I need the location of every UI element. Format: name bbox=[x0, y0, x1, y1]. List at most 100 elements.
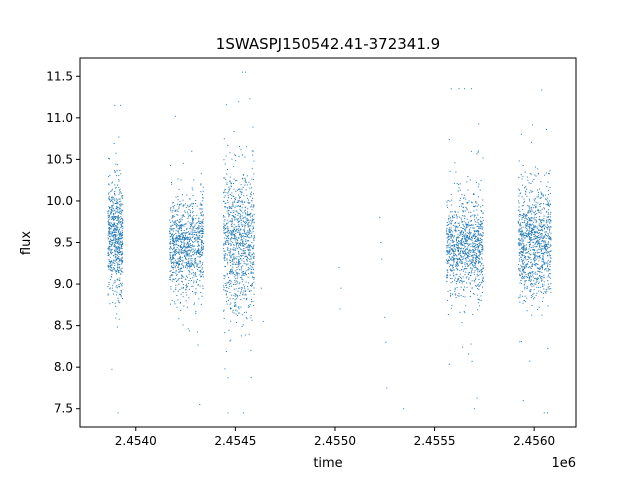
data-point bbox=[475, 260, 477, 262]
data-point bbox=[450, 237, 452, 239]
data-point bbox=[528, 232, 530, 234]
data-point bbox=[200, 272, 202, 274]
data-point bbox=[519, 240, 521, 242]
data-point bbox=[476, 268, 478, 270]
data-point bbox=[239, 220, 241, 222]
data-point bbox=[471, 220, 473, 222]
data-point bbox=[202, 242, 204, 244]
data-point bbox=[202, 221, 204, 223]
data-point bbox=[517, 209, 519, 211]
data-point bbox=[454, 293, 456, 295]
data-point bbox=[461, 268, 463, 270]
data-point bbox=[174, 261, 176, 263]
data-point bbox=[541, 292, 543, 294]
data-point bbox=[239, 216, 241, 218]
data-point bbox=[181, 251, 183, 253]
data-point bbox=[519, 253, 521, 255]
data-point bbox=[460, 255, 462, 257]
data-point bbox=[202, 247, 204, 249]
data-point bbox=[464, 296, 466, 298]
data-point bbox=[185, 262, 187, 264]
data-point bbox=[463, 235, 465, 237]
data-point bbox=[477, 262, 479, 264]
data-point bbox=[520, 234, 522, 236]
data-point bbox=[177, 252, 179, 254]
data-point bbox=[120, 270, 122, 272]
data-point bbox=[232, 272, 234, 274]
data-point bbox=[175, 222, 177, 224]
data-point bbox=[526, 297, 528, 299]
data-point bbox=[230, 257, 232, 259]
data-point bbox=[195, 259, 197, 261]
data-point bbox=[251, 150, 253, 152]
data-point bbox=[451, 199, 453, 201]
data-point bbox=[195, 280, 197, 282]
data-point bbox=[239, 269, 241, 271]
data-point bbox=[235, 230, 237, 232]
data-point bbox=[202, 231, 204, 233]
data-point bbox=[476, 205, 478, 207]
data-point bbox=[471, 251, 473, 253]
data-point bbox=[535, 277, 537, 279]
data-point bbox=[462, 252, 464, 254]
data-point bbox=[467, 252, 469, 254]
data-point bbox=[465, 239, 467, 241]
data-point bbox=[112, 301, 114, 303]
data-point bbox=[189, 215, 191, 217]
data-point bbox=[477, 246, 479, 248]
data-point bbox=[109, 241, 111, 243]
data-point bbox=[482, 268, 484, 270]
data-point bbox=[481, 225, 483, 227]
data-point bbox=[200, 270, 202, 272]
data-point bbox=[448, 262, 450, 264]
data-point bbox=[194, 260, 196, 262]
data-point bbox=[461, 205, 463, 207]
data-point bbox=[232, 233, 234, 235]
data-point bbox=[179, 268, 181, 270]
data-point bbox=[169, 275, 171, 277]
data-point bbox=[532, 295, 534, 297]
data-point bbox=[235, 205, 237, 207]
data-point bbox=[451, 239, 453, 241]
data-point bbox=[474, 245, 476, 247]
data-point bbox=[107, 234, 109, 236]
data-point bbox=[224, 202, 226, 204]
data-point bbox=[200, 275, 202, 277]
data-point bbox=[446, 227, 448, 229]
data-point bbox=[449, 170, 451, 172]
data-point bbox=[250, 194, 252, 196]
data-point bbox=[110, 245, 112, 247]
data-point bbox=[187, 244, 189, 246]
data-point bbox=[170, 255, 172, 257]
data-point bbox=[197, 241, 199, 243]
data-point bbox=[403, 408, 405, 410]
data-point bbox=[449, 246, 451, 248]
data-point bbox=[179, 204, 181, 206]
data-point bbox=[528, 206, 530, 208]
data-point bbox=[110, 226, 112, 228]
data-point bbox=[549, 170, 551, 172]
data-point bbox=[120, 247, 122, 249]
data-point bbox=[477, 230, 479, 232]
data-point bbox=[182, 286, 184, 288]
data-point bbox=[463, 244, 465, 246]
data-point bbox=[521, 217, 523, 219]
data-point bbox=[233, 200, 235, 202]
data-point bbox=[236, 248, 238, 250]
data-point bbox=[526, 285, 528, 287]
data-point bbox=[195, 218, 197, 220]
data-point bbox=[178, 225, 180, 227]
data-point bbox=[193, 282, 195, 284]
data-point bbox=[108, 197, 110, 199]
data-point bbox=[232, 253, 234, 255]
data-point bbox=[179, 235, 181, 237]
data-point bbox=[249, 237, 251, 239]
data-point bbox=[247, 223, 249, 225]
data-point bbox=[171, 299, 173, 301]
data-point bbox=[110, 201, 112, 203]
data-point bbox=[480, 242, 482, 244]
data-point bbox=[458, 249, 460, 251]
data-point bbox=[179, 246, 181, 248]
data-point bbox=[461, 243, 463, 245]
data-point bbox=[448, 220, 450, 222]
